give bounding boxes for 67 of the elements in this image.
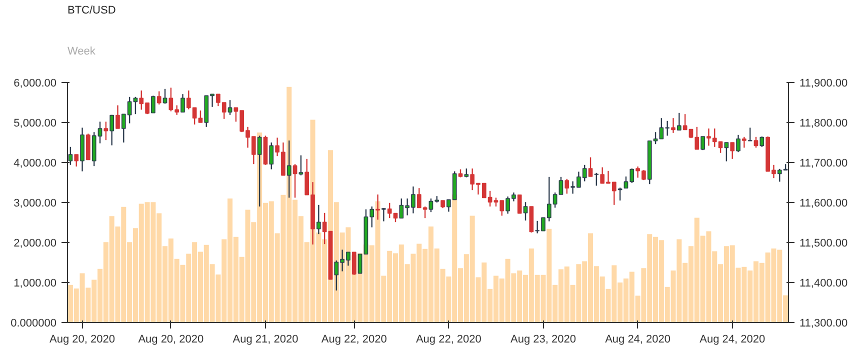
candlestick [564, 178, 570, 194]
candlestick [133, 96, 138, 115]
candlestick [104, 121, 108, 141]
y-tick-label: 0.000000 [10, 318, 57, 330]
chart-subtitle: Week [68, 46, 96, 58]
candlestick [630, 168, 634, 184]
candlestick [358, 254, 362, 274]
candlestick [382, 208, 386, 222]
y2-tick-label: 11,300.00 [800, 318, 848, 330]
candlestick [298, 154, 304, 176]
x-tick-label: Aug 22, 2020 [321, 334, 387, 346]
candlestick [228, 100, 232, 116]
candlestick [694, 126, 700, 150]
x-tick-label: Aug 21, 2020 [232, 334, 298, 346]
x-tick-label: Aug 22, 2020 [416, 334, 482, 346]
candlestick [198, 110, 203, 124]
candlestick [706, 128, 711, 146]
candlestick [74, 154, 79, 168]
candlestick [712, 128, 717, 148]
candlestick [156, 90, 162, 106]
x-tick-label: Aug 23, 2020 [510, 334, 576, 346]
y2-tick-label: 11,800.00 [800, 118, 848, 130]
candlestick [286, 140, 292, 198]
candlestick [676, 112, 682, 131]
y-tick-label: 5,000.00 [14, 118, 57, 130]
candlestick [754, 136, 758, 148]
candlestick [588, 156, 593, 178]
x-tick-label: Aug 24, 2020 [605, 334, 671, 346]
y2-tick-label: 11,900.00 [800, 78, 848, 90]
candlestick [180, 94, 185, 113]
candlestick [748, 127, 752, 142]
y-tick-label: 3,000.00 [14, 198, 57, 210]
candlestick [618, 187, 622, 202]
candlestick [730, 142, 735, 160]
candlestick [724, 142, 729, 162]
candlestick [736, 134, 740, 153]
candlestick [116, 104, 120, 130]
candlestick [671, 118, 676, 134]
y2-tick-label: 11,400.00 [800, 278, 848, 290]
candlestick [718, 141, 723, 154]
candlestick [742, 136, 746, 148]
y2-tick-label: 11,600.00 [800, 198, 848, 210]
y-tick-label: 6,000.00 [14, 78, 57, 90]
candlestick [162, 88, 168, 104]
chart-title: BTC/USD [68, 4, 116, 16]
y-tick-label: 4,000.00 [14, 158, 57, 170]
candlestick [760, 136, 764, 148]
x-tick-label: Aug 20, 2020 [50, 334, 116, 346]
candlestick [506, 196, 510, 214]
candlestick [594, 172, 599, 186]
candlestick [376, 194, 380, 220]
candlestick [269, 142, 274, 170]
x-tick-label: Aug 24, 2020 [700, 334, 766, 346]
candlestick [151, 95, 156, 114]
candlestick [624, 176, 628, 189]
y-tick-label: 2,000.00 [14, 238, 57, 250]
candlestick [292, 164, 298, 198]
y2-tick-label: 11,500.00 [800, 238, 848, 250]
candlestick [110, 114, 114, 146]
candlestick [517, 194, 522, 214]
y2-tick-label: 11,700.00 [800, 158, 848, 170]
y-tick-label: 1,000.00 [14, 278, 57, 290]
x-tick-label: Aug 20, 2020 [138, 334, 204, 346]
candlestick [700, 136, 705, 151]
candlestick [523, 202, 528, 222]
candlestick [558, 176, 564, 196]
candlestick [68, 146, 73, 166]
